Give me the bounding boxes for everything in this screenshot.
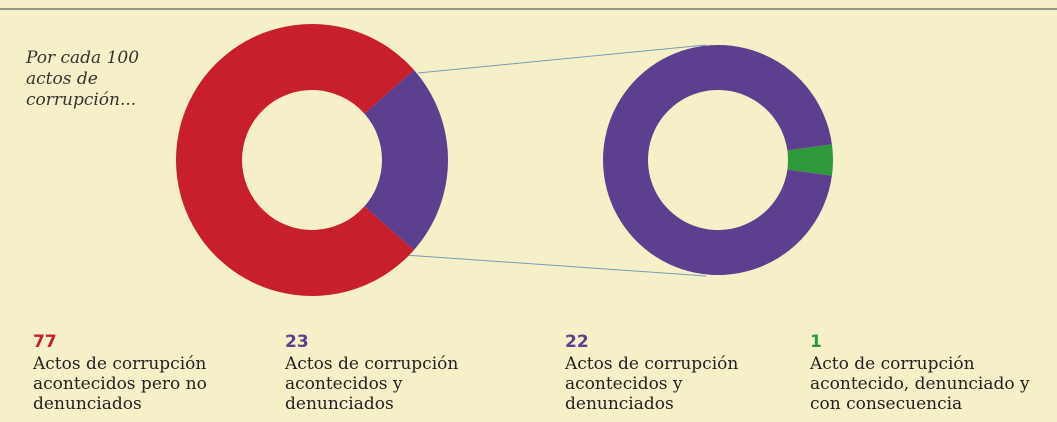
legend-value: 23 <box>285 332 309 352</box>
connector <box>417 44 707 74</box>
legend-value: 77 <box>33 332 57 352</box>
donut-slice <box>787 144 834 176</box>
connector <box>404 254 707 277</box>
legend-label: Acto de corrupción acontecido, denunciad… <box>810 354 1030 414</box>
legend-label: Actos de corrupción acontecidos y denunc… <box>285 354 459 414</box>
annotation: Por cada 100 actos de corrupción... <box>26 48 140 110</box>
legend-value: 1 <box>810 332 822 352</box>
donut-slice <box>364 70 448 250</box>
legend-value: 22 <box>565 332 589 352</box>
donut-slice <box>176 23 415 296</box>
legend-label: Actos de corrupción acontecidos pero no … <box>33 354 207 414</box>
legend-label: Actos de corrupción acontecidos y denunc… <box>565 354 739 414</box>
donut-slice <box>603 44 832 275</box>
